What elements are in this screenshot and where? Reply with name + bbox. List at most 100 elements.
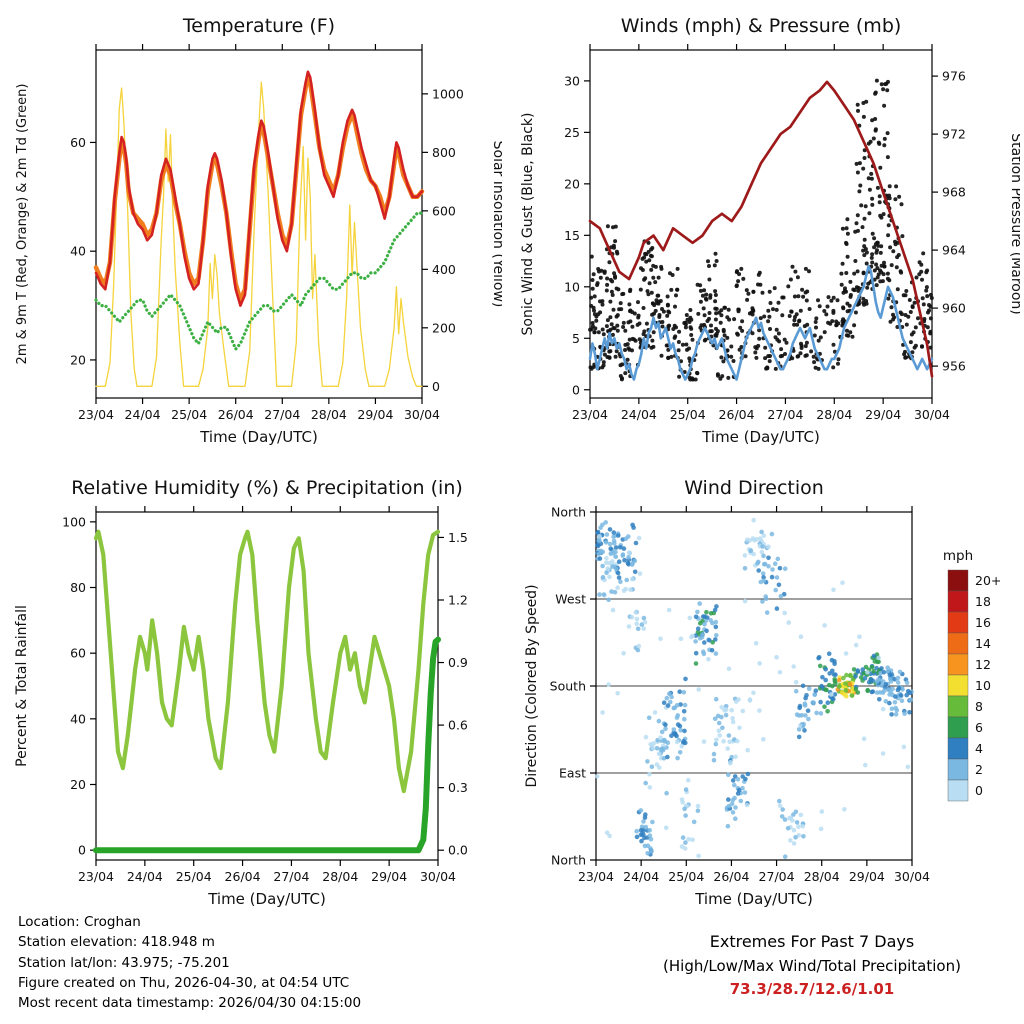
y-label-right: Station Pressure (Maroon)	[1008, 133, 1020, 315]
svg-text:10: 10	[975, 678, 991, 693]
x-axis: 23/04 24/04 25/04 26/04 27/04 28/04 29/04 30/04	[78, 506, 456, 884]
series-temp-9m-orange	[93, 74, 425, 303]
extremes-subtitle: (High/Low/Max Wind/Total Precipitation)	[663, 956, 961, 975]
plot-frame	[589, 49, 933, 399]
figure-created: Figure created on Thu, 2026-04-30, at 04…	[18, 974, 350, 991]
svg-text:24/04: 24/04	[621, 407, 657, 422]
data-timestamp: Most recent data timestamp: 2026/04/30 0…	[18, 995, 362, 1011]
svg-text:26/04: 26/04	[713, 869, 749, 884]
station-info: Location: Croghan Station elevation: 418…	[18, 912, 361, 1013]
wind-direction-chart: 23/04 24/04 25/04 26/04 27/04 28/04 29/04 30/04…	[524, 477, 1001, 908]
svg-text:28/04: 28/04	[804, 869, 840, 884]
y-axis-right: 956 960 964 968 972 976	[932, 69, 966, 374]
winds-pressure-chart: 23/04 24/04 25/04 26/04 27/04 28/04 29/04 30/04…	[520, 15, 1024, 446]
svg-text:30/04: 30/04	[404, 407, 440, 422]
svg-text:0.9: 0.9	[448, 655, 468, 670]
series-dewpoint-2m-green	[94, 211, 424, 351]
svg-text:20: 20	[564, 176, 580, 191]
svg-text:23/04: 23/04	[578, 869, 614, 884]
svg-text:27/04: 27/04	[767, 407, 803, 422]
svg-text:10: 10	[564, 279, 580, 294]
svg-text:960: 960	[942, 301, 966, 316]
svg-text:20: 20	[70, 352, 86, 367]
svg-text:200: 200	[432, 320, 456, 335]
chart-title: Temperature (F)	[182, 15, 335, 37]
svg-text:0: 0	[432, 379, 440, 394]
svg-text:1.5: 1.5	[448, 530, 468, 545]
svg-text:30/04: 30/04	[894, 869, 930, 884]
svg-text:18: 18	[975, 594, 991, 609]
series-total-rainfall	[93, 636, 441, 854]
svg-text:12: 12	[975, 657, 991, 672]
gust-dots	[588, 78, 934, 382]
svg-text:80: 80	[70, 580, 86, 595]
svg-text:968: 968	[942, 185, 966, 200]
series-solar-insolation	[95, 81, 423, 387]
temperature-panel: 23/04 24/04 25/04 26/04 27/04 28/04 29/04 30/04…	[6, 4, 506, 456]
temperature-chart: 23/04 24/04 25/04 26/04 27/04 28/04 29/04 30/04…	[15, 15, 506, 446]
chart-title: Winds (mph) & Pressure (mb)	[621, 15, 902, 37]
y-label-left: Direction (Colored By Speed)	[524, 584, 540, 787]
svg-text:5: 5	[572, 331, 580, 346]
plot-frame	[95, 511, 439, 861]
svg-text:West: West	[555, 592, 586, 607]
chart-title: Wind Direction	[684, 477, 824, 499]
svg-text:60: 60	[70, 135, 86, 150]
svg-text:30/04: 30/04	[914, 407, 950, 422]
svg-text:956: 956	[942, 359, 966, 374]
svg-text:23/04: 23/04	[78, 407, 114, 422]
x-label: Time (Day/UTC)	[694, 890, 813, 908]
station-latlon: Station lat/lon: 43.975; -75.201	[18, 954, 230, 971]
svg-text:24/04: 24/04	[125, 407, 161, 422]
y-label-left: Sonic Wind & Gust (Blue, Black)	[520, 112, 536, 335]
svg-text:27/04: 27/04	[264, 407, 300, 422]
svg-text:2: 2	[975, 762, 983, 777]
svg-text:0.3: 0.3	[448, 780, 468, 795]
extremes-title: Extremes For Past 7 Days	[709, 932, 915, 951]
svg-text:26/04: 26/04	[225, 869, 261, 884]
series-temp-2m-red	[94, 70, 424, 307]
svg-text:6: 6	[975, 720, 983, 735]
svg-text:28/04: 28/04	[311, 407, 347, 422]
svg-text:0.6: 0.6	[448, 718, 468, 733]
svg-text:29/04: 29/04	[849, 869, 885, 884]
svg-text:24/04: 24/04	[623, 869, 659, 884]
x-axis: 23/04 24/04 25/04 26/04 27/04 28/04 29/04 30/04	[578, 506, 930, 884]
svg-text:East: East	[559, 766, 586, 781]
y-label-right: Solar Insolation (Yellow)	[490, 141, 502, 308]
colorbar-title: mph	[943, 548, 973, 564]
x-label: Time (Day/UTC)	[207, 890, 326, 908]
svg-text:40: 40	[70, 711, 86, 726]
plot-frame	[95, 49, 423, 399]
chart-title: Relative Humidity (%) & Precipitation (i…	[71, 477, 463, 499]
humidity-precip-chart: 23/04 24/04 25/04 26/04 27/04 28/04 29/04 30/04…	[14, 477, 468, 908]
wind-direction-panel: 23/04 24/04 25/04 26/04 27/04 28/04 29/04 30/04…	[514, 466, 1020, 918]
svg-text:15: 15	[564, 228, 580, 243]
svg-text:27/04: 27/04	[759, 869, 795, 884]
svg-text:16: 16	[975, 615, 991, 630]
svg-text:60: 60	[70, 646, 86, 661]
series-relative-humidity	[93, 529, 441, 794]
svg-text:800: 800	[432, 145, 456, 160]
y-label-left: Percent & Total Rainfall	[14, 605, 30, 767]
svg-text:0: 0	[975, 783, 983, 798]
svg-text:1000: 1000	[432, 86, 464, 101]
svg-text:23/04: 23/04	[78, 869, 114, 884]
svg-text:25/04: 25/04	[670, 407, 706, 422]
svg-text:14: 14	[975, 636, 991, 651]
svg-text:23/04: 23/04	[572, 407, 608, 422]
svg-text:29/04: 29/04	[371, 869, 407, 884]
humidity-precip-panel: 23/04 24/04 25/04 26/04 27/04 28/04 29/04 30/04…	[6, 466, 502, 918]
y-label-left: 2m & 9m T (Red, Orange) & 2m Td (Green)	[15, 84, 30, 365]
svg-text:26/04: 26/04	[218, 407, 254, 422]
svg-text:0.0: 0.0	[448, 843, 468, 858]
y-axis-left: North West South East North	[550, 505, 596, 868]
svg-text:26/04: 26/04	[719, 407, 755, 422]
svg-text:28/04: 28/04	[322, 869, 358, 884]
svg-text:25/04: 25/04	[668, 869, 704, 884]
svg-text:29/04: 29/04	[357, 407, 393, 422]
svg-text:30: 30	[564, 73, 580, 88]
svg-text:4: 4	[975, 741, 983, 756]
svg-text:25: 25	[564, 125, 580, 140]
svg-text:976: 976	[942, 69, 966, 84]
